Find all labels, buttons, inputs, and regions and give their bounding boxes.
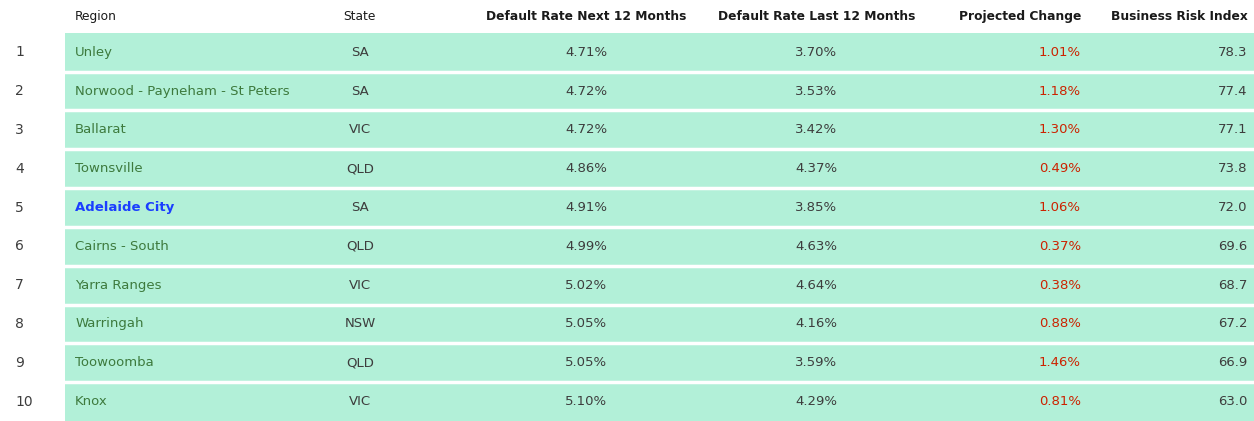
Text: 6: 6 — [15, 239, 24, 253]
Bar — [65, 33, 1254, 72]
Text: Yarra Ranges: Yarra Ranges — [75, 279, 162, 292]
Bar — [65, 344, 1254, 382]
Text: 4.37%: 4.37% — [795, 162, 838, 175]
Text: 72.0: 72.0 — [1218, 201, 1248, 214]
Bar — [65, 72, 1254, 110]
Text: 5.05%: 5.05% — [566, 317, 607, 330]
Text: Warringah: Warringah — [75, 317, 144, 330]
Text: 3.59%: 3.59% — [795, 356, 838, 369]
Text: 78.3: 78.3 — [1218, 46, 1248, 59]
Text: 4.29%: 4.29% — [795, 395, 838, 408]
Text: 4.86%: 4.86% — [566, 162, 607, 175]
Bar — [65, 266, 1254, 304]
Text: QLD: QLD — [346, 240, 374, 253]
Text: 3.53%: 3.53% — [795, 85, 838, 98]
Text: Region: Region — [75, 10, 117, 23]
Text: Norwood - Payneham - St Peters: Norwood - Payneham - St Peters — [75, 85, 290, 98]
Text: 7: 7 — [15, 278, 24, 292]
Text: VIC: VIC — [349, 279, 371, 292]
Text: VIC: VIC — [349, 395, 371, 408]
Text: 10: 10 — [15, 394, 33, 409]
Text: SA: SA — [351, 85, 369, 98]
Bar — [65, 188, 1254, 227]
Text: 4.63%: 4.63% — [795, 240, 838, 253]
Text: 8: 8 — [15, 317, 24, 331]
Text: 4.71%: 4.71% — [566, 46, 607, 59]
Text: 5.02%: 5.02% — [566, 279, 607, 292]
Bar — [65, 149, 1254, 188]
Text: Unley: Unley — [75, 46, 113, 59]
Bar — [0, 0, 1254, 33]
Text: 1: 1 — [15, 45, 24, 59]
Text: Default Rate Last 12 Months: Default Rate Last 12 Months — [717, 10, 915, 23]
Text: 73.8: 73.8 — [1218, 162, 1248, 175]
Bar — [65, 304, 1254, 344]
Text: 0.38%: 0.38% — [1040, 279, 1081, 292]
Text: 67.2: 67.2 — [1218, 317, 1248, 330]
Text: Toowoomba: Toowoomba — [75, 356, 154, 369]
Text: 3.42%: 3.42% — [795, 123, 838, 136]
Text: 1.18%: 1.18% — [1038, 85, 1081, 98]
Text: 1.30%: 1.30% — [1038, 123, 1081, 136]
Text: 4.16%: 4.16% — [795, 317, 838, 330]
Text: Knox: Knox — [75, 395, 108, 408]
Text: 1.46%: 1.46% — [1040, 356, 1081, 369]
Text: 77.1: 77.1 — [1218, 123, 1248, 136]
Text: 77.4: 77.4 — [1218, 85, 1248, 98]
Text: 0.37%: 0.37% — [1038, 240, 1081, 253]
Text: Adelaide City: Adelaide City — [75, 201, 174, 214]
Text: Default Rate Next 12 Months: Default Rate Next 12 Months — [487, 10, 686, 23]
Text: 4.72%: 4.72% — [566, 85, 607, 98]
Bar — [65, 382, 1254, 421]
Text: 9: 9 — [15, 356, 24, 370]
Text: 5.10%: 5.10% — [566, 395, 607, 408]
Text: 4.64%: 4.64% — [795, 279, 838, 292]
Text: QLD: QLD — [346, 356, 374, 369]
Text: Business Risk Index: Business Risk Index — [1111, 10, 1248, 23]
Text: VIC: VIC — [349, 123, 371, 136]
Text: 5: 5 — [15, 200, 24, 215]
Text: 68.7: 68.7 — [1219, 279, 1248, 292]
Text: 63.0: 63.0 — [1219, 395, 1248, 408]
Text: 0.81%: 0.81% — [1040, 395, 1081, 408]
Text: NSW: NSW — [345, 317, 375, 330]
Text: 4.72%: 4.72% — [566, 123, 607, 136]
Text: 0.49%: 0.49% — [1040, 162, 1081, 175]
Text: 3: 3 — [15, 123, 24, 137]
Text: Ballarat: Ballarat — [75, 123, 127, 136]
Text: 5.05%: 5.05% — [566, 356, 607, 369]
Text: QLD: QLD — [346, 162, 374, 175]
Text: Townsville: Townsville — [75, 162, 143, 175]
Text: 3.85%: 3.85% — [795, 201, 838, 214]
Text: State: State — [344, 10, 376, 23]
Text: 66.9: 66.9 — [1219, 356, 1248, 369]
Text: 2: 2 — [15, 84, 24, 98]
Text: 4.99%: 4.99% — [566, 240, 607, 253]
Text: SA: SA — [351, 46, 369, 59]
Text: 4.91%: 4.91% — [566, 201, 607, 214]
Text: 1.01%: 1.01% — [1038, 46, 1081, 59]
Text: Cairns - South: Cairns - South — [75, 240, 169, 253]
Text: 69.6: 69.6 — [1219, 240, 1248, 253]
Text: Projected Change: Projected Change — [958, 10, 1081, 23]
Bar — [65, 110, 1254, 149]
Text: 4: 4 — [15, 162, 24, 176]
Text: 0.88%: 0.88% — [1040, 317, 1081, 330]
Text: SA: SA — [351, 201, 369, 214]
Text: 1.06%: 1.06% — [1040, 201, 1081, 214]
Bar — [65, 227, 1254, 266]
Text: 3.70%: 3.70% — [795, 46, 838, 59]
